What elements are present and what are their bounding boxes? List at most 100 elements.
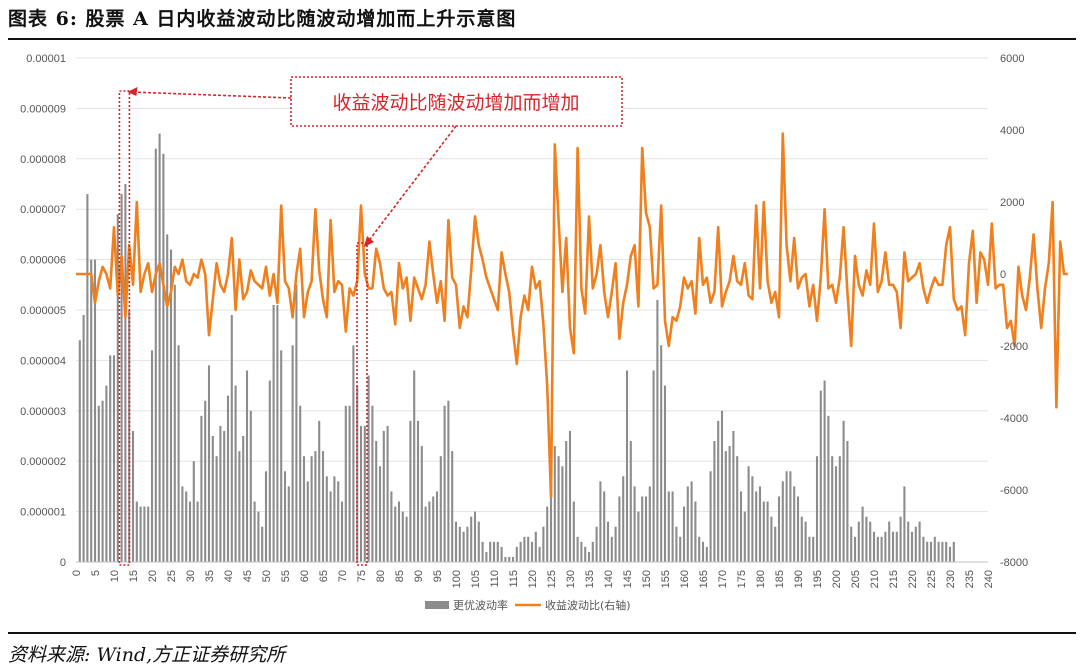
bar [618, 496, 621, 562]
bar [899, 516, 902, 562]
bar [401, 511, 404, 562]
bar [793, 486, 796, 562]
bar [774, 526, 777, 562]
bar [416, 420, 420, 562]
bar [880, 536, 883, 562]
bar [796, 496, 800, 562]
bar [644, 496, 648, 562]
bar [443, 405, 446, 562]
bar [538, 546, 541, 562]
title-rule [8, 38, 1076, 40]
bar [439, 456, 442, 562]
arrow-line-right [366, 125, 457, 244]
bar [686, 486, 689, 562]
bar [781, 481, 784, 562]
bar [207, 365, 211, 562]
x-tick-label: 240 [983, 570, 995, 588]
bar [504, 556, 507, 562]
bar [382, 430, 385, 562]
bar [363, 425, 366, 562]
bar [530, 541, 534, 562]
bar [599, 481, 602, 562]
bar [112, 355, 116, 562]
bar [245, 370, 249, 562]
bar [679, 536, 682, 562]
bar [234, 385, 237, 562]
x-tick-label: 175 [736, 570, 748, 588]
bar [770, 516, 773, 562]
bar [154, 148, 157, 562]
bar [580, 541, 583, 562]
line-series [76, 132, 1068, 499]
bar [918, 521, 921, 562]
bar [720, 410, 724, 562]
x-tick-label: 220 [907, 570, 919, 588]
bar-series [78, 133, 955, 563]
bar [766, 501, 769, 562]
x-tick-label: 50 [261, 570, 273, 582]
bar [587, 551, 591, 562]
x-tick-label: 100 [451, 570, 463, 588]
bar [705, 546, 708, 562]
bar [238, 451, 241, 562]
x-tick-label: 115 [508, 570, 520, 588]
bar [314, 451, 317, 562]
bar [481, 541, 484, 562]
bar [606, 521, 610, 562]
bar [257, 511, 260, 562]
bar [717, 420, 720, 562]
bar [177, 345, 180, 562]
bar [823, 380, 826, 562]
bar [310, 456, 313, 562]
bar [591, 541, 594, 562]
bar [565, 441, 568, 562]
x-tick-label: 230 [945, 570, 957, 588]
bar [128, 310, 131, 562]
right-tick-label: -8000 [1000, 557, 1028, 569]
bar [758, 486, 762, 562]
bar [546, 506, 549, 562]
x-tick-label: 225 [926, 570, 938, 588]
bar [329, 491, 332, 562]
bar [945, 541, 948, 562]
bar [804, 521, 807, 562]
bar [553, 446, 556, 562]
bar [755, 491, 758, 562]
bar [667, 491, 670, 562]
x-tick-label: 215 [888, 570, 900, 588]
x-tick-label: 45 [242, 570, 254, 582]
bar [937, 541, 940, 562]
bar [584, 546, 587, 562]
bar [831, 456, 834, 562]
chart: 0 0.000001 0.000002 0.000003 0.000004 0.00000… [20, 53, 1068, 612]
bar [131, 430, 135, 562]
bar [287, 486, 290, 562]
bar [709, 471, 712, 562]
x-tick-label: 40 [223, 570, 235, 582]
bar [603, 491, 606, 562]
bar [671, 491, 674, 562]
bar [105, 385, 108, 562]
bar [819, 390, 822, 562]
bar [242, 436, 245, 562]
bar [295, 284, 298, 562]
bar [337, 481, 340, 562]
bar [561, 466, 564, 562]
bar [884, 531, 887, 562]
bar [219, 425, 222, 562]
bar [922, 536, 925, 562]
bar [637, 511, 640, 562]
bar [405, 516, 408, 562]
bar [166, 234, 169, 562]
bar [394, 506, 397, 562]
x-tick-label: 150 [641, 570, 653, 588]
bar [204, 400, 207, 562]
left-tick-label: 0.000004 [20, 355, 66, 367]
left-tick-label: 0.000006 [20, 255, 66, 267]
bar [162, 153, 165, 562]
bar [724, 451, 727, 562]
x-tick-label: 85 [394, 570, 406, 582]
x-tick-label: 200 [831, 570, 843, 588]
bar [181, 486, 184, 562]
ratio-line [76, 132, 1068, 499]
